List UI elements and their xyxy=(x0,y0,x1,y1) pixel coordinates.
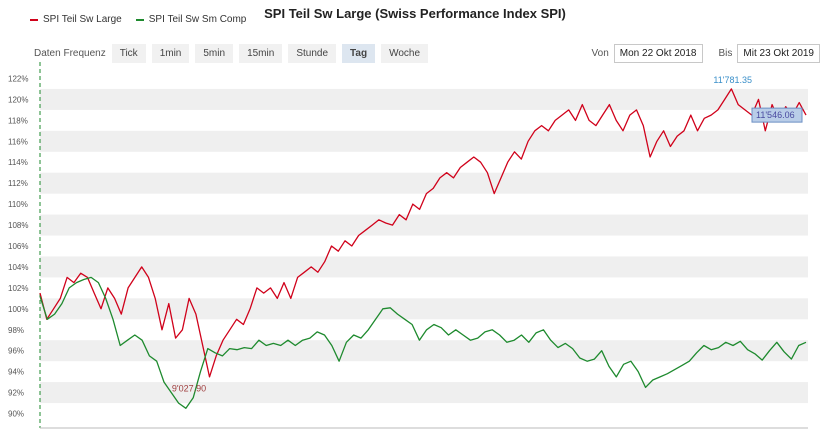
y-tick-label: 104% xyxy=(8,263,28,272)
y-tick-label: 100% xyxy=(8,305,28,314)
to-date-input[interactable]: Mit 23 Okt 2019 xyxy=(737,44,820,63)
to-label: Bis xyxy=(718,48,733,59)
legend-swatch-large xyxy=(30,18,38,21)
y-tick-label: 94% xyxy=(8,368,24,377)
legend: SPI Teil Sw Large SPI Teil Sw Sm Comp xyxy=(30,14,246,25)
grid-band xyxy=(40,382,808,404)
freq-button-stunde[interactable]: Stunde xyxy=(288,44,337,63)
y-tick-label: 118% xyxy=(8,116,28,125)
grid-band xyxy=(40,340,808,362)
date-range: Von Mon 22 Okt 2018 Bis Mit 23 Okt 2019 xyxy=(592,44,820,63)
frequency-label: Daten Frequenz xyxy=(34,48,106,59)
freq-button-5min[interactable]: 5min xyxy=(195,44,234,63)
series-line-small xyxy=(39,276,807,409)
y-tick-label: 108% xyxy=(8,221,28,230)
grid-band xyxy=(40,214,808,236)
frequency-toolbar: Daten Frequenz Tick 1min 5min 15min Stun… xyxy=(34,44,434,63)
legend-item-large[interactable]: SPI Teil Sw Large xyxy=(30,14,122,25)
y-tick-label: 102% xyxy=(8,284,28,293)
y-tick-label: 106% xyxy=(8,242,28,251)
last-value-box xyxy=(751,107,803,123)
freq-button-tick[interactable]: Tick xyxy=(111,44,146,63)
grid-band xyxy=(40,172,808,194)
legend-swatch-small xyxy=(135,18,144,21)
series-line-large xyxy=(39,88,807,378)
legend-label-small: SPI Teil Sw Sm Comp xyxy=(148,14,247,25)
y-tick-label: 110% xyxy=(8,200,28,209)
y-tick-label: 98% xyxy=(8,326,24,335)
chart-title: SPI Teil Sw Large (Swiss Performance Ind… xyxy=(264,6,566,21)
last-value-label: 11'546.06 xyxy=(756,110,795,120)
freq-button-woche[interactable]: Woche xyxy=(381,44,429,63)
y-tick-label: 114% xyxy=(8,158,28,167)
y-tick-label: 90% xyxy=(8,410,24,419)
from-date-input[interactable]: Mon 22 Okt 2018 xyxy=(613,44,703,63)
max-label: 11'781.35 xyxy=(713,75,752,85)
y-tick-label: 96% xyxy=(8,347,24,356)
grid-band xyxy=(40,130,808,152)
freq-button-tag[interactable]: Tag xyxy=(342,44,376,63)
legend-label-large: SPI Teil Sw Large xyxy=(43,14,122,25)
min-label: 9'027.90 xyxy=(172,383,206,393)
y-tick-label: 116% xyxy=(8,137,28,146)
y-tick-label: 120% xyxy=(8,95,28,104)
y-tick-label: 92% xyxy=(8,389,24,398)
legend-item-small[interactable]: SPI Teil Sw Sm Comp xyxy=(135,14,247,25)
grid-band xyxy=(40,256,808,278)
from-label: Von xyxy=(591,48,609,59)
grid-band xyxy=(40,298,808,320)
y-tick-label: 122% xyxy=(8,74,28,83)
grid-band xyxy=(40,88,808,110)
freq-button-1min[interactable]: 1min xyxy=(151,44,190,63)
freq-button-15min[interactable]: 15min xyxy=(239,44,283,63)
y-tick-label: 112% xyxy=(8,179,28,188)
